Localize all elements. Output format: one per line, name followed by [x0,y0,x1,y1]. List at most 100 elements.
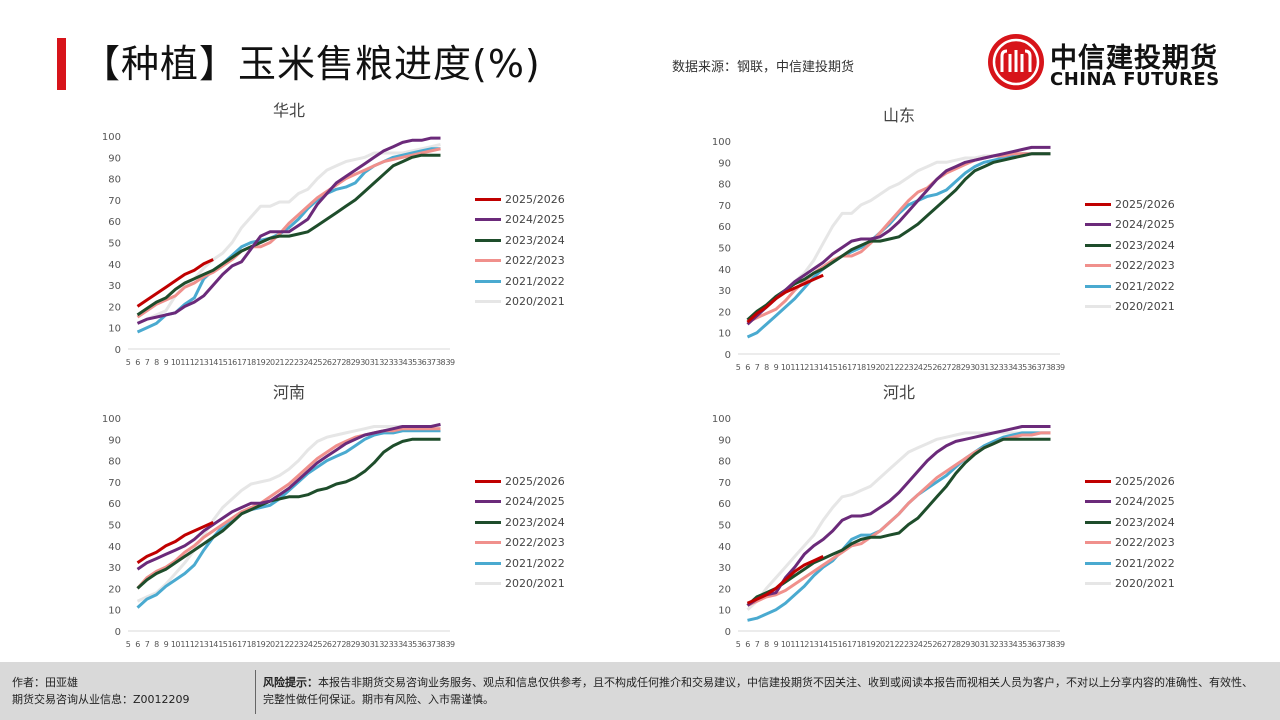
x-tick-label: 26 [932,640,941,649]
x-tick-label: 7 [755,640,760,649]
x-tick-label: 9 [774,640,779,649]
x-tick-label: 30 [360,640,369,649]
legend-swatch [1085,582,1111,586]
legend-label: 2022/2023 [1115,259,1175,273]
x-tick-label: 37 [427,640,436,649]
x-tick-label: 22 [285,358,294,367]
y-tick-label: 90 [718,435,731,446]
legend-item: 2025/2026 [1085,471,1175,492]
x-tick-label: 5 [736,363,741,372]
x-tick-label: 20 [266,358,275,367]
title-accent-bar [57,38,66,90]
x-tick-label: 20 [266,640,275,649]
x-tick-label: 9 [164,640,169,649]
y-tick-label: 0 [725,350,731,361]
x-tick-label: 11 [790,363,799,372]
y-tick-label: 0 [115,627,121,638]
series-line-2025-2026 [746,273,824,324]
y-tick-label: 0 [725,627,731,638]
y-tick-label: 90 [108,435,121,446]
x-tick-label: 9 [164,358,169,367]
legend-label: 2021/2022 [1115,556,1175,570]
x-tick-label: 35 [408,640,417,649]
legend-swatch [1085,264,1111,268]
legend-item: 2021/2022 [475,271,565,292]
x-tick-label: 18 [247,640,256,649]
legend-item: 2022/2023 [475,251,565,272]
x-tick-label: 15 [218,358,227,367]
y-tick-label: 90 [718,158,731,169]
series-line-2025-2026 [136,521,214,565]
legend-item: 2024/2025 [1085,492,1175,513]
risk-label: 风险提示： [263,676,318,689]
x-tick-label: 29 [351,358,360,367]
legend-label: 2020/2021 [1115,300,1175,314]
x-tick-label: 21 [275,640,284,649]
x-tick-label: 38 [1046,363,1055,372]
x-tick-label: 36 [1027,363,1036,372]
y-tick-label: 40 [718,542,731,553]
x-tick-label: 31 [370,358,379,367]
series-line-2024-2025 [136,422,441,571]
legend-item: 2024/2025 [475,210,565,231]
x-tick-label: 12 [190,640,199,649]
legend-swatch [475,500,501,504]
x-tick-label: 16 [838,363,847,372]
y-tick-label: 100 [712,137,731,148]
legend-swatch [475,300,501,304]
series-line-2021-2022 [136,429,441,609]
legend-item: 2022/2023 [1085,533,1175,554]
y-tick-label: 90 [108,153,121,164]
x-tick-label: 24 [913,363,922,372]
legend-item: 2022/2023 [475,533,565,554]
x-tick-label: 12 [800,363,809,372]
series-line-2021-2022 [746,152,1051,339]
y-tick-label: 80 [718,457,731,468]
risk-text: 本报告非期货交易咨询业务服务、观点和信息仅供参考，且不构成任何推介和交易建议，中… [263,676,1253,706]
legend-label: 2024/2025 [1115,218,1175,232]
x-tick-label: 33 [999,640,1008,649]
x-tick-label: 31 [370,640,379,649]
series-line-2020-2021 [746,431,1051,611]
x-tick-label: 34 [1008,640,1017,649]
x-tick-label: 28 [951,363,960,372]
x-tick-label: 13 [809,363,818,372]
x-tick-label: 17 [237,358,246,367]
x-tick-label: 33 [999,363,1008,372]
x-tick-label: 19 [256,640,265,649]
x-tick-label: 31 [980,363,989,372]
x-tick-label: 13 [199,358,208,367]
series-line-2023-2024 [746,152,1051,322]
x-tick-label: 39 [446,640,455,649]
y-tick-label: 30 [718,563,731,574]
y-tick-label: 10 [718,606,731,617]
x-tick-label: 29 [961,363,970,372]
series-line-2025-2026 [136,258,214,308]
chart-huabei: 华北 0 10 20 30 40 50 60 70 80 90 100 5 6 7 8 9 10 11 12 13 14 1… [95,95,695,375]
x-tick-label: 17 [847,640,856,649]
y-tick-label: 30 [108,281,121,292]
license-number: 期货交易咨询从业信息：Z0012209 [12,693,190,706]
legend-item: 2023/2024 [475,512,565,533]
x-tick-label: 19 [256,358,265,367]
legend-item: 2023/2024 [1085,235,1175,256]
series-line-2024-2025 [746,425,1051,607]
y-tick-label: 60 [108,499,121,510]
x-tick-label: 8 [154,358,159,367]
series-line-2021-2022 [136,147,441,334]
x-tick-label: 6 [745,363,750,372]
y-tick-label: 10 [718,329,731,340]
x-tick-label: 33 [389,358,398,367]
author-name: 作者：田亚雄 [12,676,78,689]
x-tick-label: 9 [774,363,779,372]
x-tick-label: 30 [970,363,979,372]
chart-legend: 2025/2026 2024/2025 2023/2024 2022/2023 2021… [475,471,565,594]
legend-item: 2020/2021 [475,292,565,313]
legend-swatch [475,259,501,263]
legend-swatch [475,582,501,586]
x-tick-label: 12 [190,358,199,367]
legend-swatch [475,218,501,222]
y-tick-label: 100 [712,414,731,425]
legend-label: 2022/2023 [505,254,565,268]
